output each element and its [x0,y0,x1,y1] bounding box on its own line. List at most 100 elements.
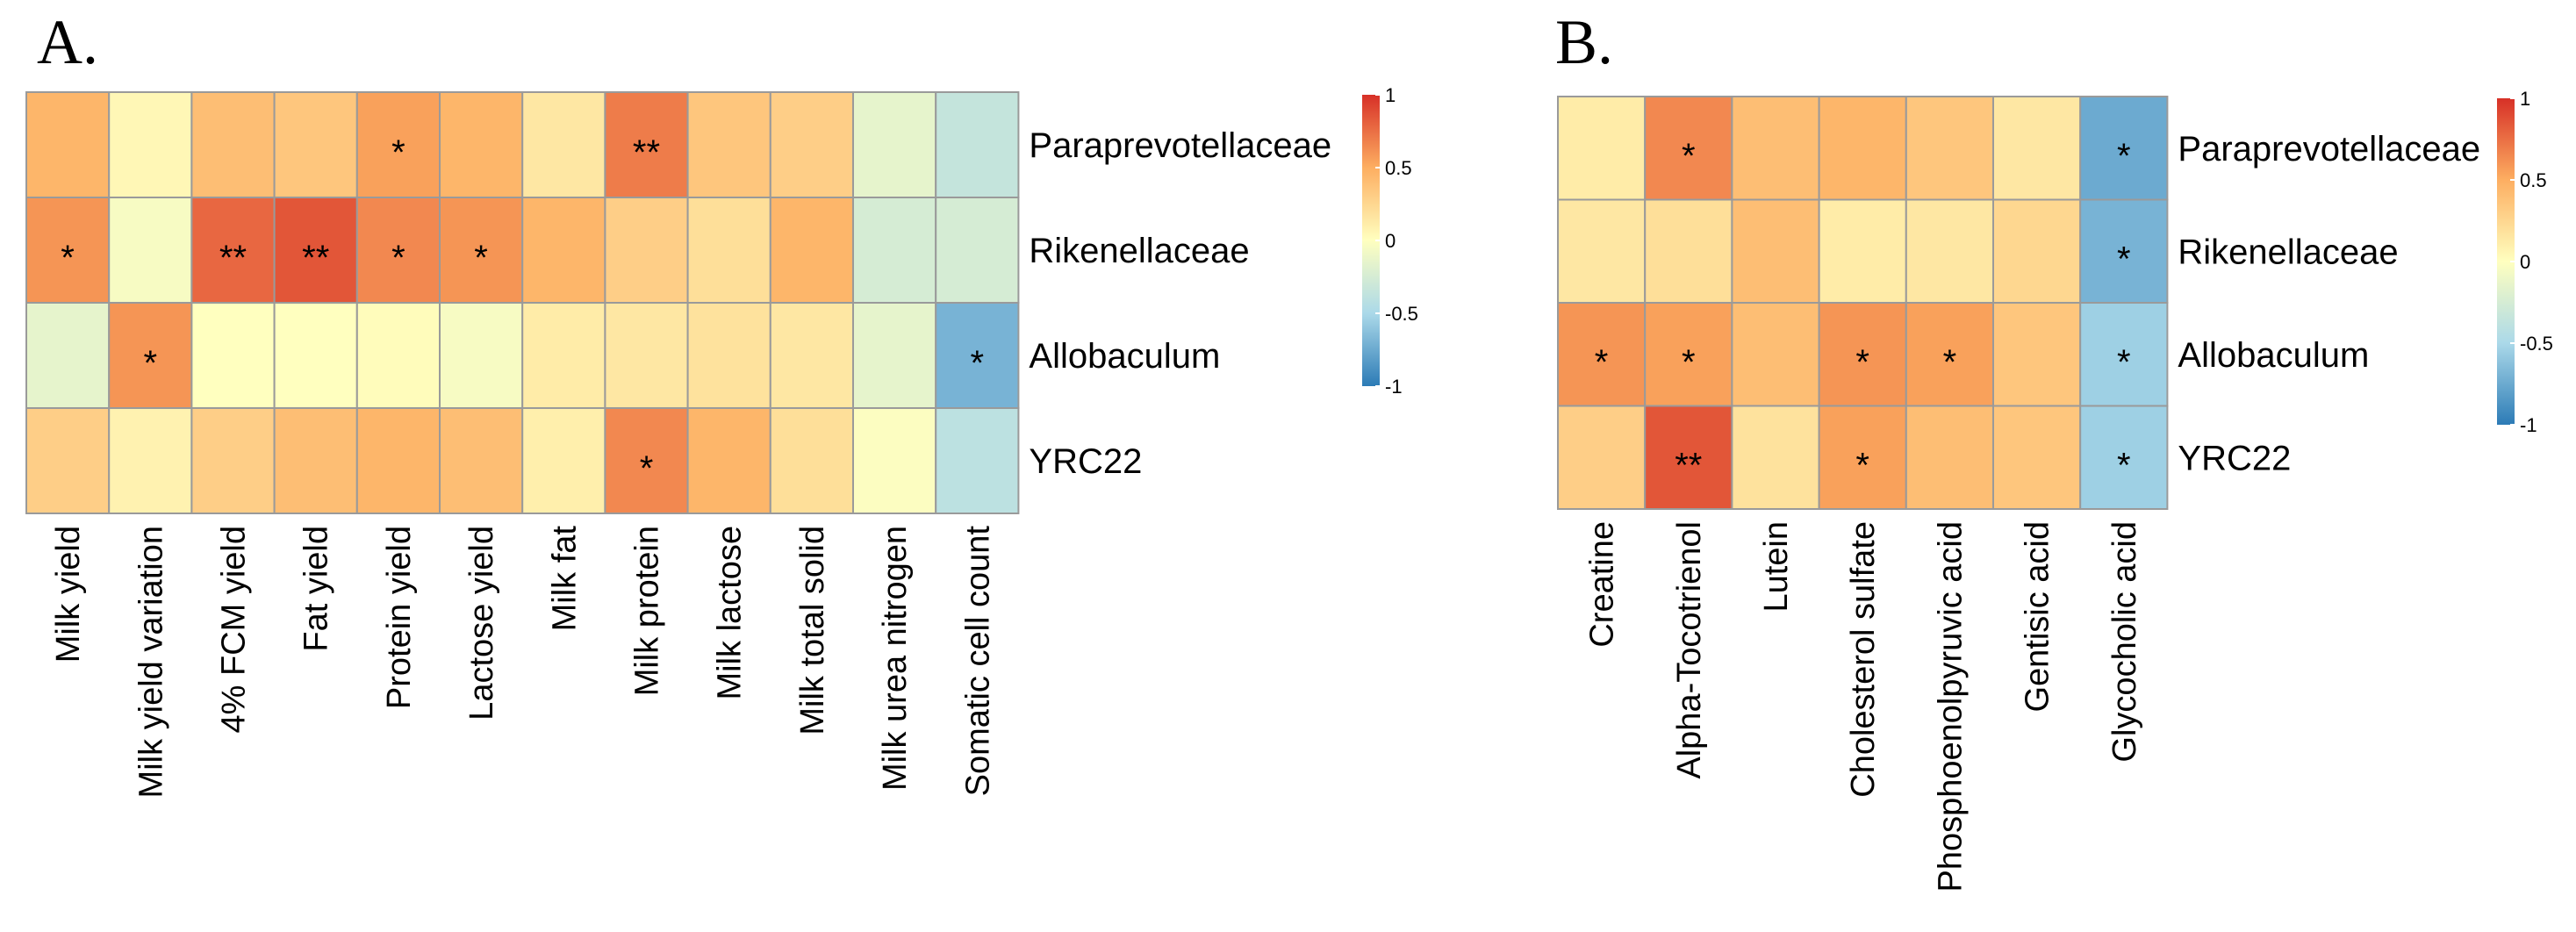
panel-b-cell-r1-c5 [1992,198,2082,304]
panel-b-cell-r2-c6 [2079,302,2169,407]
panel-b-cell-r2-c5 [1992,302,2082,407]
panel-a-col-label-5: Lactose yield [463,526,500,721]
panel-a-cell-r2-c4 [355,302,441,409]
panel-a-legend-tick-2: 0 [1385,230,1396,252]
panel-a-cell-r0-c0 [25,91,111,198]
panel-a-cell-r2-c3 [273,302,358,409]
panel-b-row-label-1: Rikenellaceae [2178,233,2398,271]
panel-a-cell-r3-c0 [25,407,111,514]
panel-a-cell-r0-c5 [439,91,524,198]
panel-b-col-label-0: Creatine [1584,521,1621,648]
panel-a-sig-r1-c5: * [474,239,488,277]
panel-a-cell-r3-c5 [439,407,524,514]
panel-a-cell-r2-c10 [852,302,937,409]
panel-a-sig-r1-c2: ** [219,239,247,277]
panel-b-sig-r2-c4: * [1943,343,1957,382]
panel-a-legend-tick-0: 1 [1385,84,1396,106]
panel-b-sig-r0-c6: * [2117,137,2131,176]
panel-b-col-label-4: Phosphoenolpyruvic acid [1932,521,1969,893]
panel-b-cell-r0-c2 [1731,96,1820,201]
panel-b-cell-r0-c4 [1905,96,1995,201]
panel-a-legend-tick-3: -0.5 [1385,303,1418,325]
panel-b-sig-r3-c1: ** [1675,446,1702,484]
panel-a-col-label-7: Milk protein [629,526,666,696]
panel-a-legend-tick-4: -1 [1385,376,1403,398]
panel-a-label: A. [37,7,98,77]
panel-b-col-label-3: Cholesterol sulfate [1845,521,1882,798]
panel-b-sig-r3-c3: * [1855,446,1869,484]
panel-a-sig-r2-c1: * [144,344,158,383]
panel-b-cell-r0-c1 [1644,96,1733,201]
panel-b-cell-r3-c6 [2079,405,2169,510]
panel-b-cell-r0-c6 [2079,96,2169,201]
panel-a-col-label-11: Somatic cell count [959,526,996,797]
panel-b-sig-r2-c0: * [1595,343,1609,382]
panel-b-sig-r0-c1: * [1682,137,1696,176]
panel-b-legend-tick-0: 1 [2520,88,2530,110]
panel-a-row-label-0: Paraprevotellaceae [1029,126,1331,165]
panel-b-legend-tick-2: 0 [2520,251,2530,273]
panel-b-sig-r2-c3: * [1855,343,1869,382]
panel-a-cell-r3-c3 [273,407,358,514]
panel-a-col-label-1: Milk yield variation [133,526,169,798]
panel-a-sig-r0-c7: ** [633,133,660,172]
panel-b-col-label-2: Lutein [1758,521,1795,613]
panel-a-cell-r3-c11 [935,407,1020,514]
panel-b: B.* *** * * * *** * *ParaprevotellaceaeRikenell… [1555,7,2553,893]
panel-b-cell-r3-c3 [1818,405,1907,510]
panel-a-sig-r1-c3: ** [302,239,329,277]
panel-b-cell-r1-c0 [1557,198,1647,304]
panel-a-sig-r0-c4: * [391,133,405,172]
panel-b-cell-r3-c1 [1644,405,1733,510]
panel-a-cell-r0-c3 [273,91,358,198]
panel-b-col-label-5: Gentisic acid [2020,521,2056,713]
panel-a-cell-r1-c0 [25,197,111,304]
panel-a-cell-r1-c7 [604,197,689,304]
panel-a-col-label-6: Milk fat [546,526,583,632]
panel-b-sig-r2-c1: * [1682,343,1696,382]
panel-b-cell-r2-c2 [1731,302,1820,407]
panel-a-cell-r0-c2 [190,91,276,198]
panel-a: A.* *** ** ** * ** **ParaprevotellaceaeRikenel… [25,7,1418,798]
panel-b-cell-r3-c5 [1992,405,2082,510]
panel-a-cell-r0-c9 [769,91,854,198]
panel-b-legend-tick-1: 0.5 [2520,169,2547,191]
panel-a-col-label-10: Milk urea nitrogen [877,526,914,791]
panel-b-col-label-1: Alpha-Tocotrienol [1671,521,1708,779]
panel-a-sig-r2-c11: * [971,344,985,383]
panel-a-cell-r3-c6 [521,407,606,514]
panel-a-cell-r0-c7 [604,91,689,198]
panel-b-cell-r1-c1 [1644,198,1733,304]
panel-b-cell-r2-c0 [1557,302,1647,407]
panel-b-sig-r1-c6: * [2117,240,2131,278]
panel-b-cell-r3-c0 [1557,405,1647,510]
panel-a-sig-r3-c7: * [640,449,654,488]
panel-b-cell-r2-c1 [1644,302,1733,407]
panel-a-legend-tick-1: 0.5 [1385,157,1412,179]
panel-a-cell-r2-c8 [686,302,771,409]
panel-a-cell-r1-c4 [355,197,441,304]
panel-a-cell-r2-c5 [439,302,524,409]
panel-a-cell-r2-c7 [604,302,689,409]
panel-a-cell-r3-c2 [190,407,276,514]
panel-a-row-label-1: Rikenellaceae [1029,232,1249,270]
panel-a-cell-r1-c9 [769,197,854,304]
panel-a-cell-r0-c10 [852,91,937,198]
panel-b-row-label-0: Paraprevotellaceae [2178,130,2480,168]
panel-a-cell-r0-c11 [935,91,1020,198]
panel-a-cell-r3-c7 [604,407,689,514]
panel-b-cell-r1-c2 [1731,198,1820,304]
panel-a-cell-r3-c4 [355,407,441,514]
panel-a-cell-r0-c6 [521,91,606,198]
panel-a-sig-r1-c4: * [391,239,405,277]
panel-a-col-label-3: Fat yield [298,526,335,652]
panel-a-cell-r1-c11 [935,197,1020,304]
panel-b-label: B. [1555,7,1613,77]
panel-b-sig-r3-c6: * [2117,446,2131,484]
panel-a-cell-r1-c8 [686,197,771,304]
panel-b-legend-tick-3: -0.5 [2520,333,2553,355]
panel-b-legend-tick-4: -1 [2520,414,2537,436]
panel-a-row-label-3: YRC22 [1029,442,1142,481]
panel-a-cell-r3-c10 [852,407,937,514]
